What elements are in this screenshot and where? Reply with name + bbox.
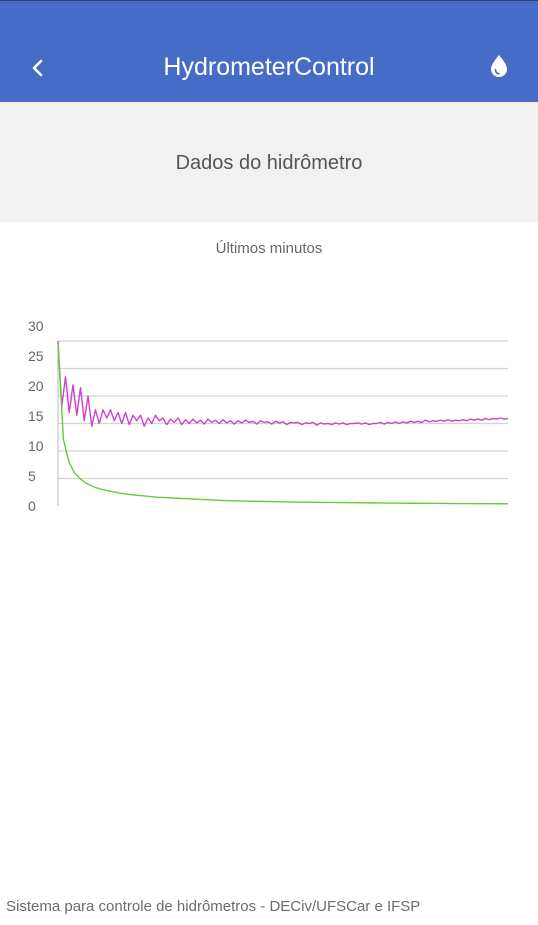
series-line-1 (57, 340, 509, 427)
app-bar: HydrometerControl (0, 0, 538, 102)
water-drop-button[interactable] (486, 51, 512, 81)
y-tick-label: 30 (28, 318, 44, 334)
line-chart: 30 25 20 15 10 5 0 (28, 318, 509, 514)
app-title: HydrometerControl (163, 53, 375, 81)
section-title: Dados do hidrômetro (175, 152, 363, 174)
y-tick-label: 10 (28, 438, 44, 454)
y-tick-label: 5 (28, 468, 36, 484)
chart-title: Últimos minutos (215, 240, 323, 257)
section-header: Dados do hidrômetro (0, 102, 538, 222)
y-tick-label: 20 (28, 378, 44, 394)
y-tick-label: 0 (28, 498, 36, 514)
back-button[interactable] (22, 49, 54, 85)
water-drop-icon (491, 55, 507, 77)
series-line-2 (57, 343, 509, 505)
chart-container: Últimos minutos 30 25 20 15 10 5 0 (0, 222, 538, 542)
y-tick-label: 15 (28, 408, 44, 424)
y-tick-label: 25 (28, 348, 44, 364)
chevron-left-icon (32, 59, 43, 77)
footer-text: Sistema para controle de hidrômetros - D… (6, 898, 421, 915)
